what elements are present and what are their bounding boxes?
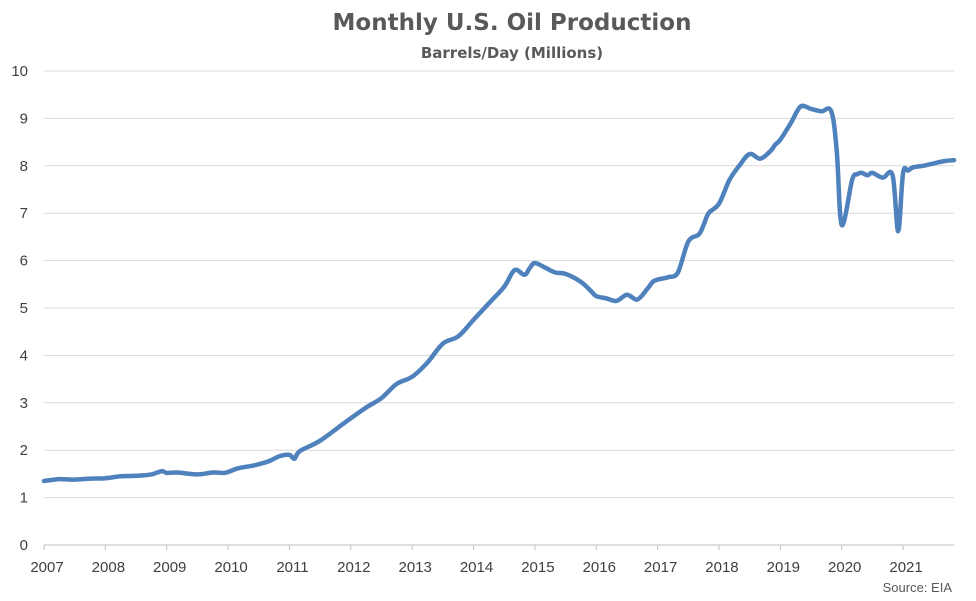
x-tick-label: 2008 <box>92 559 125 576</box>
y-tick-label: 8 <box>20 158 28 175</box>
y-tick-label: 9 <box>20 110 28 127</box>
x-tick-label: 2015 <box>521 559 554 576</box>
y-axis-tick-labels: 0 1 2 3 4 5 6 7 8 9 10 <box>11 63 28 554</box>
gridlines <box>44 70 954 499</box>
chart-title: Monthly U.S. Oil Production <box>333 10 692 36</box>
x-tick-label: 2018 <box>705 559 738 576</box>
x-tick-label: 2007 <box>30 559 63 576</box>
chart-subtitle: Barrels/Day (Millions) <box>421 44 603 62</box>
x-tick-label: 2010 <box>214 559 247 576</box>
x-tick-label: 2012 <box>337 559 370 576</box>
x-tick-label: 2020 <box>828 559 861 576</box>
x-tick-label: 2021 <box>889 559 922 576</box>
y-tick-label: 7 <box>20 205 28 222</box>
x-tick-label: 2011 <box>276 559 308 576</box>
series-line-0 <box>41 103 957 484</box>
y-tick-label: 2 <box>20 442 28 459</box>
y-tick-label: 1 <box>20 490 28 507</box>
x-tick-label: 2017 <box>644 559 677 576</box>
y-tick-label: 5 <box>20 300 28 317</box>
y-tick-label: 10 <box>11 63 28 80</box>
y-tick-label: 0 <box>20 537 28 554</box>
x-tick-label: 2013 <box>398 559 431 576</box>
x-axis-tick-labels: 2007 2008 2009 2010 2011 2012 2013 2014 2015 2016… <box>30 559 922 576</box>
y-tick-label: 4 <box>20 347 28 364</box>
y-tick-label: 6 <box>20 253 28 270</box>
x-tick-label: 2009 <box>153 559 186 576</box>
source-note: Source: EIA <box>883 580 953 595</box>
x-tick-label: 2019 <box>767 559 800 576</box>
x-tick-label: 2016 <box>583 559 616 576</box>
axes <box>43 544 954 550</box>
y-tick-label: 3 <box>20 395 28 412</box>
series-layer <box>41 103 957 484</box>
x-tick-label: 2014 <box>460 559 493 576</box>
